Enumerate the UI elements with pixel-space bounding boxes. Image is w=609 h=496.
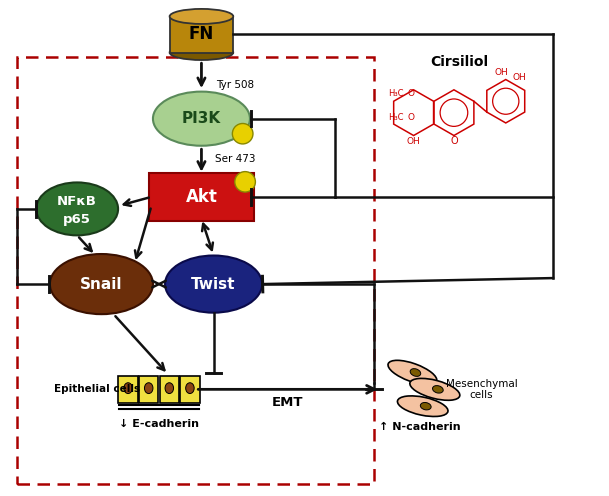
Ellipse shape — [410, 369, 421, 376]
FancyBboxPatch shape — [139, 376, 158, 403]
Text: H₃C: H₃C — [388, 89, 403, 98]
FancyBboxPatch shape — [149, 173, 254, 221]
Text: OH: OH — [495, 68, 508, 77]
Text: OH: OH — [407, 137, 420, 146]
Text: H₃C: H₃C — [388, 113, 403, 122]
Ellipse shape — [165, 383, 174, 393]
Ellipse shape — [186, 383, 194, 393]
FancyBboxPatch shape — [180, 376, 200, 403]
Text: NFκB: NFκB — [57, 194, 97, 208]
Text: PI3K: PI3K — [182, 111, 221, 126]
Ellipse shape — [170, 45, 233, 60]
Ellipse shape — [50, 254, 153, 314]
Text: OH: OH — [513, 73, 527, 82]
Text: p65: p65 — [63, 213, 91, 226]
Text: FN: FN — [189, 25, 214, 44]
Ellipse shape — [170, 9, 233, 24]
Text: O: O — [450, 136, 458, 146]
Text: Snail: Snail — [80, 277, 122, 292]
Text: ↓ E-cadherin: ↓ E-cadherin — [119, 419, 199, 429]
FancyBboxPatch shape — [170, 16, 233, 53]
Ellipse shape — [398, 396, 448, 417]
Text: Ser 473: Ser 473 — [214, 154, 255, 164]
Ellipse shape — [144, 383, 153, 393]
Text: Akt: Akt — [186, 188, 217, 206]
Text: Twist: Twist — [191, 277, 236, 292]
Ellipse shape — [37, 183, 118, 236]
Ellipse shape — [410, 378, 460, 400]
FancyBboxPatch shape — [160, 376, 179, 403]
Text: Mesenchymal
cells: Mesenchymal cells — [446, 378, 518, 400]
Text: Epithelial cells: Epithelial cells — [54, 384, 140, 394]
Ellipse shape — [388, 360, 437, 385]
FancyBboxPatch shape — [118, 376, 138, 403]
Ellipse shape — [153, 92, 250, 146]
Circle shape — [233, 124, 253, 144]
Ellipse shape — [124, 383, 132, 393]
Ellipse shape — [420, 402, 431, 410]
Text: Tyr 508: Tyr 508 — [216, 80, 254, 90]
Text: Cirsiliol: Cirsiliol — [430, 55, 488, 68]
Ellipse shape — [165, 255, 262, 312]
Text: EMT: EMT — [272, 396, 303, 409]
Ellipse shape — [432, 385, 443, 393]
Text: ↑ N-cadherin: ↑ N-cadherin — [379, 422, 460, 432]
Text: O: O — [407, 113, 414, 122]
Text: O: O — [407, 89, 414, 98]
Circle shape — [235, 172, 255, 192]
